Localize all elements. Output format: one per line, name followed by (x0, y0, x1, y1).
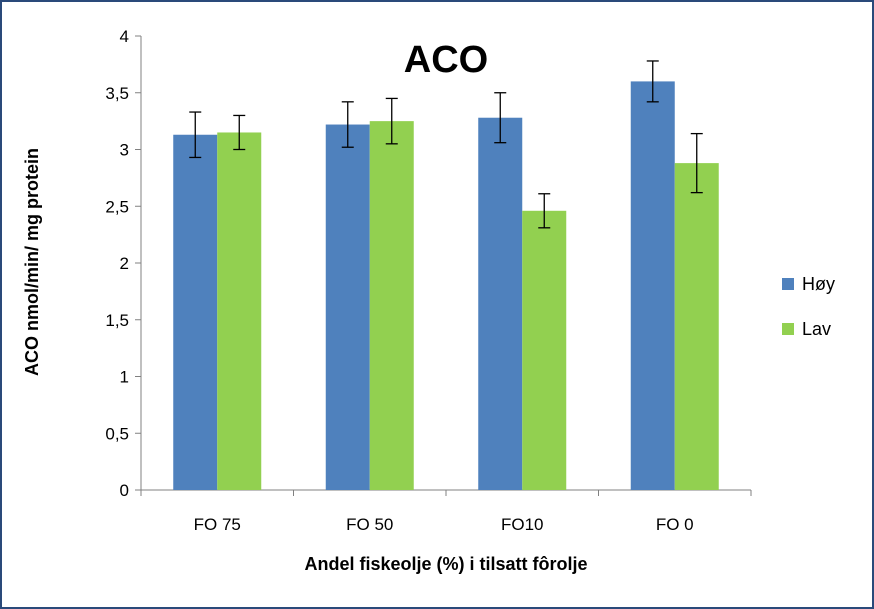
y-tick-label: 1 (120, 368, 129, 387)
y-tick-label: 2 (120, 254, 129, 273)
bar-høy-3 (630, 81, 675, 491)
legend-swatch-lav (782, 323, 794, 335)
y-tick-label: 4 (120, 27, 129, 46)
x-axis-title: Andel fiskeolje (%) i tilsatt fôrolje (304, 554, 587, 574)
bar-lav-1 (369, 121, 414, 490)
y-tick-label: 3 (120, 141, 129, 160)
bar-lav-2 (522, 210, 567, 491)
y-tick-label: 1,5 (105, 311, 129, 330)
x-category-label: FO 50 (346, 515, 393, 534)
y-tick-label: 0,5 (105, 424, 129, 443)
y-tick-label: 0 (120, 481, 129, 500)
bar-høy-2 (478, 117, 523, 490)
y-tick-label: 3,5 (105, 84, 129, 103)
x-category-label: FO10 (501, 515, 544, 534)
x-category-label: FO 0 (656, 515, 694, 534)
y-axis-title: ACO nmol/min/ mg protein (22, 148, 42, 376)
y-tick-label: 2,5 (105, 197, 129, 216)
bar-lav-0 (217, 132, 262, 490)
x-category-label: FO 75 (194, 515, 241, 534)
bar-lav-3 (674, 163, 719, 490)
legend-label-lav: Lav (802, 319, 831, 339)
legend-label-høy: Høy (802, 274, 835, 294)
chart-title: ACO (404, 39, 488, 81)
bar-høy-1 (325, 124, 370, 490)
legend-swatch-høy (782, 278, 794, 290)
bar-høy-0 (173, 134, 218, 490)
